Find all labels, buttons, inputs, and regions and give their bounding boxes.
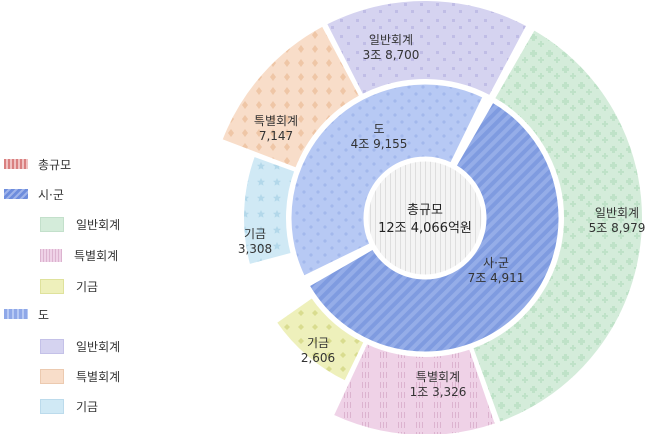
inner-ring xyxy=(288,81,562,355)
wedge-labels: 일반회계 5조 8,979 특별회계 1조 3,326 기금 2,606 기금 3,308 특별… xyxy=(238,33,645,399)
outer-label-6: 일반회계 3조 8,700 xyxy=(363,33,420,62)
inner-wedge-1 xyxy=(306,99,562,355)
outer-label-2: 특별회계 1조 3,326 xyxy=(410,370,467,399)
inner-label-1: 사·군 7조 4,911 xyxy=(468,256,525,285)
outer-wedge-1 xyxy=(470,27,644,425)
outer-ring xyxy=(220,0,644,434)
center-label: 총규모 12조 4,066억원 xyxy=(378,203,472,236)
outer-label-5: 특별회계 7,147 xyxy=(254,114,298,143)
outer-label-4: 기금 3,308 xyxy=(238,227,272,256)
outer-wedge-5 xyxy=(220,24,362,170)
outer-wedge-6 xyxy=(324,0,529,98)
outer-wedge-4 xyxy=(242,154,297,267)
inner-wedge-2 xyxy=(288,81,487,280)
outer-label-1: 일반회계 5조 8,979 xyxy=(589,206,645,235)
inner-label-2: 도 4조 9,155 xyxy=(351,122,408,151)
outer-wedge-2 xyxy=(331,341,498,434)
center-disc xyxy=(365,158,485,278)
outer-wedge-3 xyxy=(274,295,366,383)
outer-label-3: 기금 2,606 xyxy=(301,336,335,365)
center-circle: 총규모 12조 4,066억원 xyxy=(365,158,485,278)
